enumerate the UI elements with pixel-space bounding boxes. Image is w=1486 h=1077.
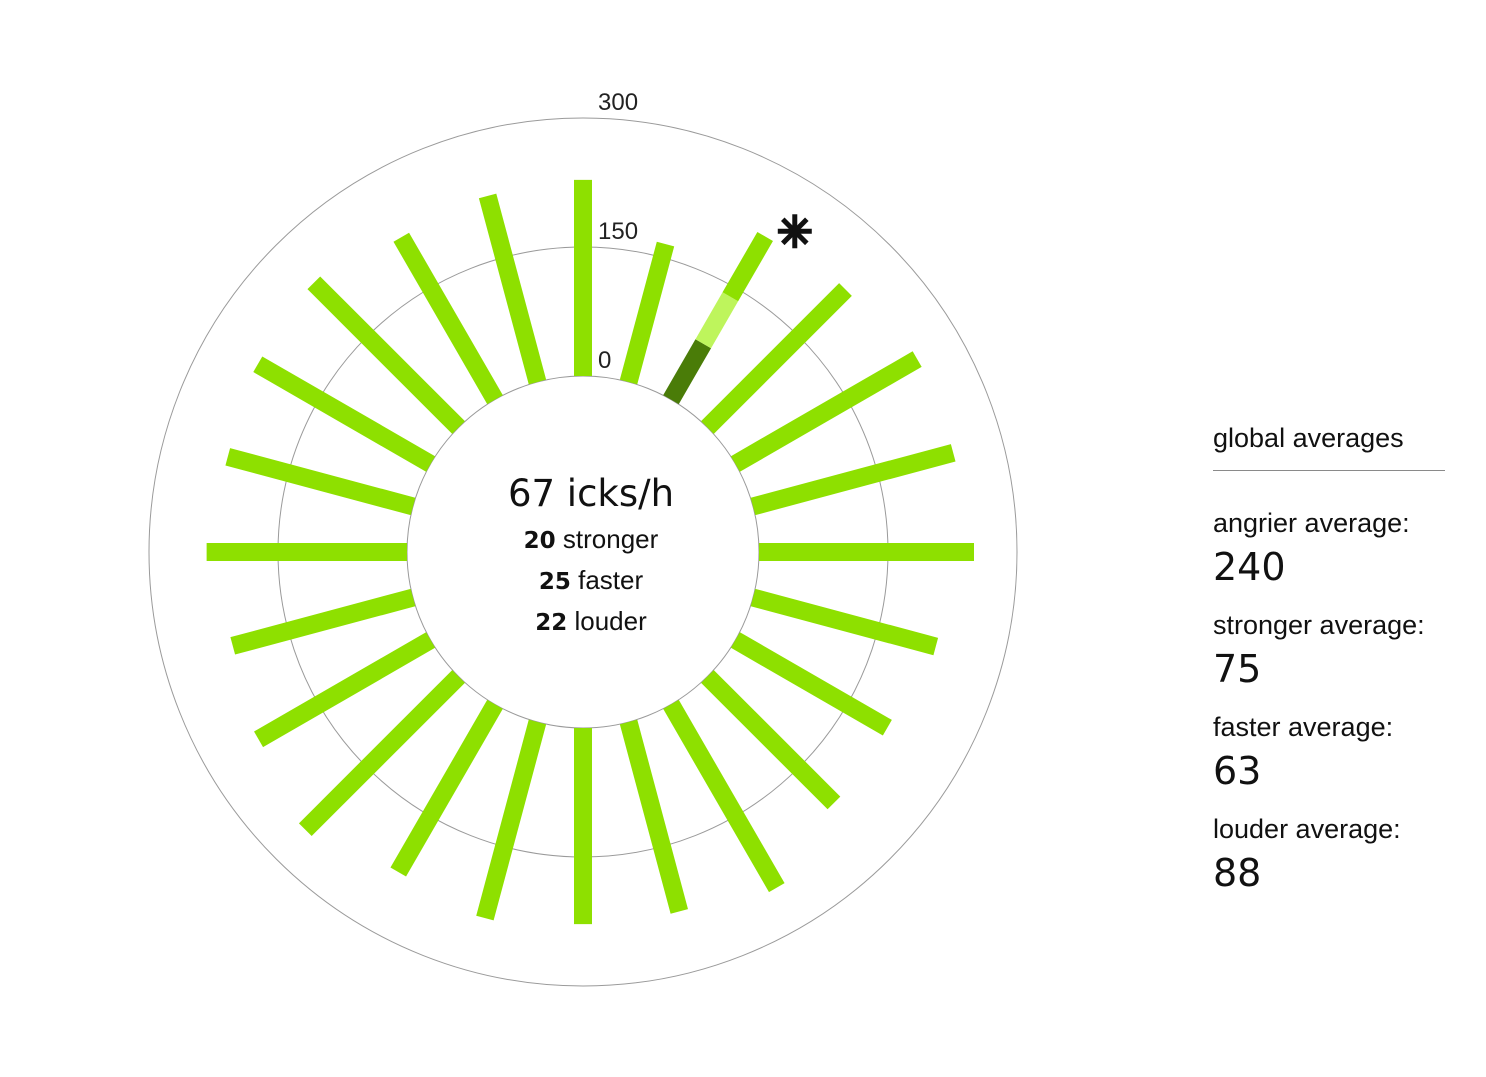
- radial-bar: [390, 699, 503, 877]
- radial-bar: [476, 719, 547, 921]
- radial-bar: [393, 232, 503, 405]
- stat-faster-label: faster average:: [1213, 712, 1394, 742]
- center-summary: 67 icks/h 20 stronger 25 faster 22 loude…: [508, 472, 674, 636]
- stat-angrier-value: 240: [1213, 545, 1286, 589]
- stat-faster-value: 63: [1213, 749, 1262, 793]
- highlight-bar-segment-dark: [663, 339, 712, 405]
- center-louder-label: louder: [574, 606, 647, 636]
- radial-bar: [750, 444, 956, 516]
- global-averages-heading: global averages: [1213, 423, 1445, 471]
- stat-angrier: angrier average: 240: [1213, 507, 1445, 595]
- stat-stronger-value: 75: [1213, 647, 1262, 691]
- center-stronger-value: 20: [524, 528, 556, 554]
- radial-bar: [307, 276, 465, 434]
- highlight-bar-segment-light: [695, 292, 739, 349]
- radial-bars: [206, 179, 974, 925]
- stat-louder-label: louder average:: [1213, 814, 1401, 844]
- tick-label-150: 150: [598, 218, 638, 245]
- stat-angrier-label: angrier average:: [1213, 508, 1410, 538]
- radial-bar: [701, 283, 852, 434]
- center-stronger: 20 stronger: [524, 524, 659, 554]
- stat-faster: faster average: 63: [1213, 711, 1445, 799]
- radial-bar-chart: 0 150 300 67 icks/h 20 stronger 25 faster …: [148, 89, 1018, 987]
- center-faster: 25 faster: [539, 565, 644, 595]
- stat-stronger: stronger average: 75: [1213, 609, 1445, 697]
- stat-stronger-label: stronger average:: [1213, 610, 1425, 640]
- radial-bar: [254, 632, 436, 748]
- asterisk-icon: [777, 214, 812, 249]
- highlight-bar-segment-rest: [722, 231, 773, 302]
- grid-ring-300: [148, 117, 1018, 987]
- center-stronger-label: stronger: [563, 524, 659, 554]
- asterisk-arm: [780, 217, 809, 246]
- radial-bar: [619, 719, 688, 914]
- center-louder: 22 louder: [535, 606, 647, 636]
- stat-louder-value: 88: [1213, 851, 1262, 895]
- tick-label-300: 300: [598, 89, 638, 116]
- radial-bar: [478, 193, 547, 385]
- radial-bar: [298, 670, 465, 837]
- center-total: 67 icks/h: [508, 472, 674, 515]
- radial-tick-labels: 0 150 300: [598, 89, 638, 374]
- radial-bar: [730, 351, 922, 472]
- radial-bar: [230, 588, 416, 655]
- center-faster-label: faster: [578, 565, 643, 595]
- center-faster-value: 25: [539, 569, 571, 595]
- radial-bar: [701, 670, 841, 810]
- center-louder-value: 22: [535, 610, 567, 636]
- stat-louder: louder average: 88: [1213, 813, 1445, 901]
- radial-bar: [750, 588, 939, 656]
- center-total-unit: icks/h: [567, 472, 674, 515]
- radial-bar: [253, 356, 436, 472]
- center-total-value: 67: [508, 472, 555, 515]
- radial-bar: [663, 699, 785, 893]
- radial-bar: [730, 632, 892, 736]
- tick-label-0: 0: [598, 347, 611, 374]
- radial-bar: [225, 448, 416, 516]
- global-averages-panel: global averages angrier average: 240 str…: [1213, 423, 1445, 915]
- radial-bar: [619, 241, 675, 385]
